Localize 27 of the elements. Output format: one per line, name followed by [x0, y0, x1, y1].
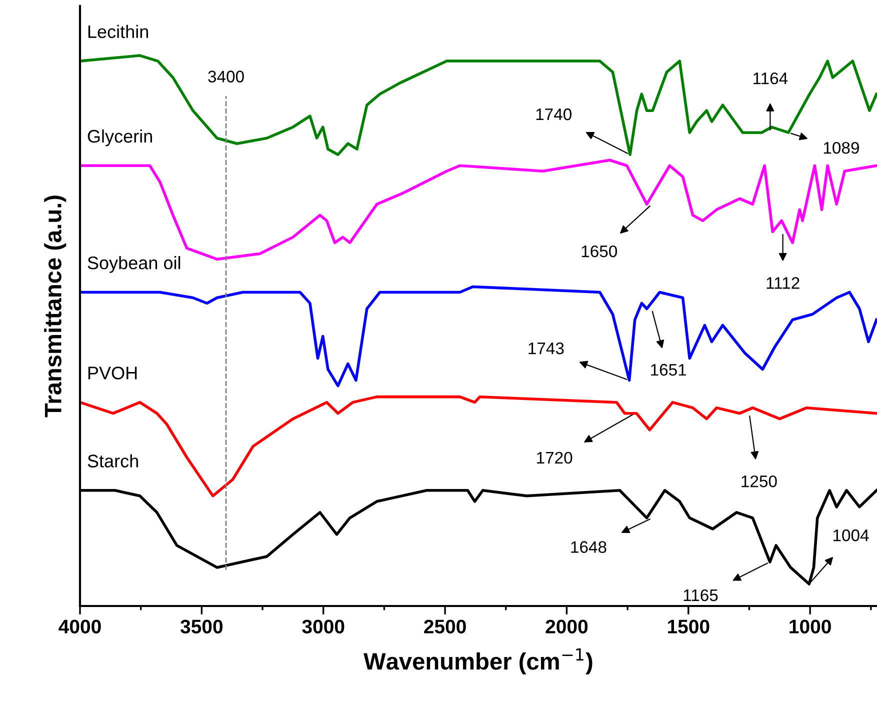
x-tick-label: 4000	[58, 620, 101, 634]
series-label: Starch	[88, 454, 138, 468]
annotation: 1089	[824, 142, 859, 154]
ref-line-label: 3400	[208, 70, 244, 82]
x-tick-label: 2000	[546, 620, 588, 634]
annotation: 1004	[834, 529, 869, 542]
annotation: 1250	[742, 475, 777, 488]
x-tick-label: 1500	[668, 620, 710, 634]
annotation: 1740	[536, 108, 572, 120]
series-label: Soybean oil	[88, 256, 180, 273]
annotation: 1720	[537, 452, 572, 464]
x-tick-label: 3500	[180, 620, 223, 634]
series-label: PVOH	[88, 366, 137, 380]
annotation: 1164	[754, 72, 788, 84]
annotation: 1651	[651, 364, 686, 376]
x-axis-title: Wavenumber (cm$^{−1}$)	[364, 648, 592, 674]
annotation: 1743	[528, 342, 564, 354]
y-axis-title: Transmittance (a.u.)	[44, 196, 66, 418]
x-tick-label: 2500	[424, 620, 466, 634]
series-label: Lecithin	[88, 24, 148, 38]
annotation: 1650	[582, 245, 618, 258]
series-label: Glycerin	[88, 129, 152, 146]
annotation: 1112	[766, 277, 800, 289]
annotation: 1648	[571, 541, 606, 553]
x-tick-label: 3000	[302, 620, 344, 634]
annotation: 1165	[684, 589, 718, 602]
x-tick-label: 1000	[790, 620, 831, 634]
